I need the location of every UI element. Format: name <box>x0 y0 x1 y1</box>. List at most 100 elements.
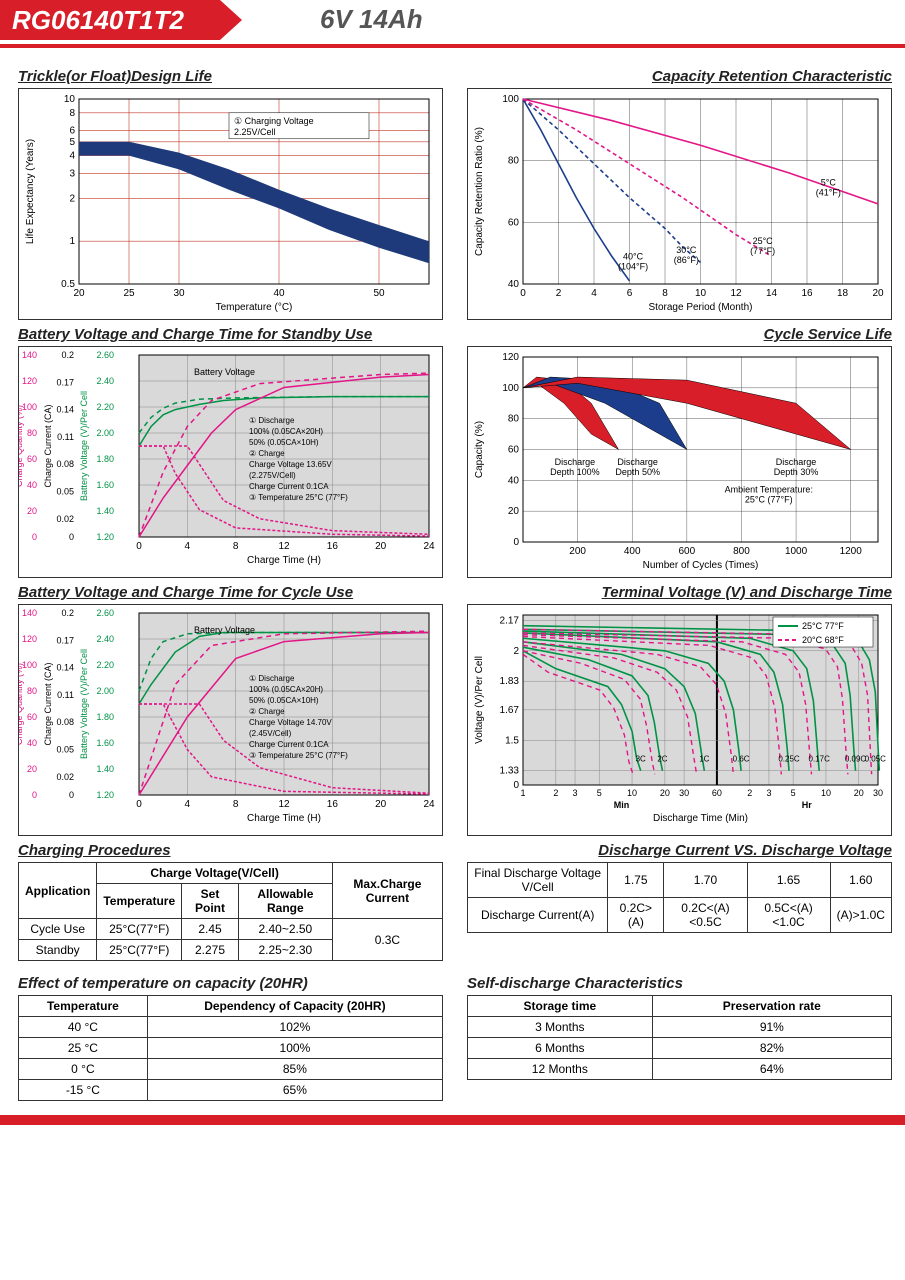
svg-text:120: 120 <box>502 352 519 363</box>
svg-text:② Charge: ② Charge <box>249 707 285 716</box>
svg-text:1.80: 1.80 <box>96 712 114 722</box>
svg-text:60: 60 <box>508 445 520 456</box>
svg-text:0: 0 <box>513 537 519 548</box>
svg-text:① Discharge: ① Discharge <box>249 416 295 425</box>
svg-text:1.80: 1.80 <box>96 454 114 464</box>
svg-text:200: 200 <box>569 546 586 557</box>
svg-text:Number of Cycles (Times): Number of Cycles (Times) <box>643 560 759 571</box>
svg-text:1.83: 1.83 <box>500 676 520 687</box>
svg-text:4: 4 <box>185 541 191 552</box>
svg-text:2: 2 <box>556 288 562 299</box>
footer-bar <box>0 1115 905 1125</box>
svg-text:0: 0 <box>136 541 142 552</box>
svg-text:(2.45V/Cell): (2.45V/Cell) <box>249 729 292 738</box>
svg-text:Charge Quantity (%): Charge Quantity (%) <box>19 405 24 487</box>
svg-text:2.40: 2.40 <box>96 634 114 644</box>
svg-text:0.17: 0.17 <box>56 635 74 645</box>
svg-text:10: 10 <box>821 788 831 798</box>
table-row: TemperatureDependency of Capacity (20HR) <box>19 996 443 1017</box>
self-discharge-title: Self-discharge Characteristics <box>467 975 892 992</box>
table-row: Discharge Current(A) 0.2C>(A) 0.2C<(A)<0… <box>468 898 892 933</box>
svg-text:100: 100 <box>502 94 519 105</box>
svg-text:120: 120 <box>22 376 37 386</box>
svg-text:100: 100 <box>22 660 37 670</box>
chart4-container: Cycle Service Life DischargeDepth 100%Di… <box>467 320 892 578</box>
col-application: Application <box>19 863 97 919</box>
col-temperature: Temperature <box>97 884 182 919</box>
temp-capacity: Effect of temperature on capacity (20HR)… <box>18 969 443 1101</box>
col-setpoint: Set Point <box>182 884 239 919</box>
svg-text:③ Temperature 25°C (77°F): ③ Temperature 25°C (77°F) <box>249 751 348 760</box>
svg-text:Charge Current 0.1CA: Charge Current 0.1CA <box>249 482 329 491</box>
svg-text:2.17: 2.17 <box>500 615 520 626</box>
svg-text:80: 80 <box>27 686 37 696</box>
svg-text:3: 3 <box>69 168 75 179</box>
svg-text:(41°F): (41°F) <box>816 187 841 197</box>
charging-procedures-title: Charging Procedures <box>18 842 443 859</box>
svg-text:2.20: 2.20 <box>96 402 114 412</box>
svg-text:400: 400 <box>624 546 641 557</box>
svg-text:0.6C: 0.6C <box>733 755 750 764</box>
svg-text:60: 60 <box>508 217 520 228</box>
svg-text:① Charging Voltage: ① Charging Voltage <box>234 116 314 126</box>
temp-capacity-title: Effect of temperature on capacity (20HR) <box>18 975 443 992</box>
svg-text:20: 20 <box>508 506 520 517</box>
chart6: 1.331.51.671.8322.1701235102030602351020… <box>467 604 892 836</box>
svg-text:0.2: 0.2 <box>61 350 74 360</box>
svg-text:12: 12 <box>278 799 290 810</box>
chart5: 0481216202402040608010012014000.020.050.… <box>18 604 443 836</box>
table-row: 0 °C85% <box>19 1059 443 1080</box>
svg-text:Temperature (°C): Temperature (°C) <box>216 302 293 313</box>
svg-text:3: 3 <box>573 788 578 798</box>
svg-text:Charge Quantity (%): Charge Quantity (%) <box>19 663 24 745</box>
svg-text:Charge Voltage 13.65V: Charge Voltage 13.65V <box>249 460 332 469</box>
svg-text:50% (0.05CA×10H): 50% (0.05CA×10H) <box>249 438 319 447</box>
svg-text:4: 4 <box>185 799 191 810</box>
svg-text:Discharge: Discharge <box>776 457 817 467</box>
svg-text:30: 30 <box>173 288 185 299</box>
svg-text:25: 25 <box>123 288 135 299</box>
svg-text:80: 80 <box>27 428 37 438</box>
svg-text:1C: 1C <box>699 755 709 764</box>
dcv-table: Final Discharge Voltage V/Cell 1.75 1.70… <box>467 862 892 933</box>
page: RG06140T1T2 6V 14Ah Trickle(or Float)Des… <box>0 0 905 1137</box>
svg-text:0: 0 <box>520 288 526 299</box>
svg-text:100: 100 <box>502 383 519 394</box>
chart4: DischargeDepth 100%DischargeDepth 50%Dis… <box>467 346 892 578</box>
svg-text:0.08: 0.08 <box>56 459 74 469</box>
svg-text:3C: 3C <box>636 755 646 764</box>
svg-text:Charge Voltage 14.70V: Charge Voltage 14.70V <box>249 718 332 727</box>
svg-text:2.60: 2.60 <box>96 350 114 360</box>
col-max-current: Max.Charge Current <box>332 863 442 919</box>
svg-text:25°C 77°F: 25°C 77°F <box>802 621 844 631</box>
svg-text:0.08: 0.08 <box>56 717 74 727</box>
dcv-title: Discharge Current VS. Discharge Voltage <box>467 842 892 859</box>
svg-text:Depth 30%: Depth 30% <box>774 467 819 477</box>
svg-text:100% (0.05CA×20H): 100% (0.05CA×20H) <box>249 427 323 436</box>
svg-text:Charge Current (CA): Charge Current (CA) <box>43 404 53 487</box>
table-row: -15 °C65% <box>19 1080 443 1101</box>
svg-text:0.5: 0.5 <box>61 279 75 290</box>
svg-text:20: 20 <box>660 788 670 798</box>
temp-capacity-table: TemperatureDependency of Capacity (20HR)… <box>18 995 443 1101</box>
header: RG06140T1T2 6V 14Ah <box>0 0 905 48</box>
svg-text:0.02: 0.02 <box>56 772 74 782</box>
svg-text:16: 16 <box>801 288 813 299</box>
svg-text:24: 24 <box>423 799 435 810</box>
svg-text:2: 2 <box>553 788 558 798</box>
svg-text:Ambient Temperature:: Ambient Temperature: <box>725 485 813 495</box>
svg-text:600: 600 <box>679 546 696 557</box>
svg-text:0: 0 <box>69 532 74 542</box>
chart4-title: Cycle Service Life <box>467 326 892 343</box>
svg-text:1.20: 1.20 <box>96 790 114 800</box>
svg-text:Hr: Hr <box>802 800 812 810</box>
svg-text:80: 80 <box>508 156 520 167</box>
svg-text:5°C: 5°C <box>821 177 837 187</box>
svg-text:1.33: 1.33 <box>500 766 520 777</box>
svg-text:30°C: 30°C <box>676 245 697 255</box>
svg-text:Charge Time (H): Charge Time (H) <box>247 555 321 566</box>
chart3: 0481216202402040608010012014000.020.050.… <box>18 346 443 578</box>
svg-text:1000: 1000 <box>785 546 808 557</box>
svg-text:0: 0 <box>32 532 37 542</box>
svg-text:40: 40 <box>27 480 37 490</box>
